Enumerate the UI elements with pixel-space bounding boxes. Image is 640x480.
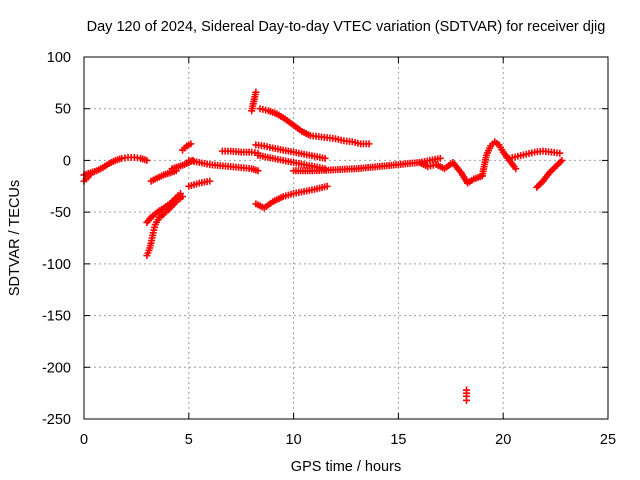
data-point [512, 165, 520, 173]
series-track-k [248, 88, 260, 115]
y-tick-label: -150 [42, 309, 71, 325]
x-tick-labels: 0 5 10 15 20 25 [80, 432, 616, 448]
x-tick-label: 25 [600, 432, 616, 448]
y-tick-label: 100 [47, 50, 71, 66]
x-axis-label: GPS time / hours [291, 459, 401, 475]
data-point [436, 154, 444, 162]
data-point [556, 149, 564, 157]
series-track-p [290, 154, 444, 175]
y-tick-label: -100 [42, 257, 71, 273]
y-tick-label: -250 [42, 412, 71, 428]
series-track-r [463, 386, 471, 404]
series-track-s [478, 138, 520, 180]
axis-ticks [83, 56, 609, 420]
x-tick-label: 20 [495, 432, 511, 448]
data-point [176, 190, 184, 198]
y-axis-label: SDTVAR / TECUs [7, 180, 23, 296]
series-track-l [256, 105, 373, 148]
series-track-u [533, 156, 566, 191]
gridlines [84, 57, 608, 419]
data-point [143, 156, 151, 164]
data-point [558, 156, 566, 164]
data-point [321, 154, 329, 162]
x-tick-label: 10 [286, 432, 302, 448]
plot-frame [83, 56, 609, 420]
x-tick-label: 5 [185, 432, 193, 448]
data-points [80, 88, 566, 404]
data-point [463, 396, 471, 404]
series-track-j [218, 147, 262, 157]
data-point [206, 177, 214, 185]
y-tick-label: 50 [55, 102, 71, 118]
data-point [365, 140, 373, 148]
data-point [252, 88, 260, 96]
x-tick-label: 15 [390, 432, 406, 448]
y-tick-label: -50 [50, 205, 71, 221]
series-track-g [179, 140, 195, 154]
y-tick-label: -200 [42, 360, 71, 376]
series-track-t [505, 147, 564, 162]
data-point [323, 182, 331, 190]
series-track-o [252, 182, 331, 212]
data-point [187, 140, 195, 148]
series-track-d [143, 190, 184, 226]
series-track-h [185, 156, 262, 175]
chart-title: Day 120 of 2024, Sidereal Day-to-day VTE… [87, 19, 606, 35]
y-tick-labels: 100 50 0 -50 -100 -150 -200 -250 [42, 50, 71, 428]
y-tick-label: 0 [63, 153, 71, 169]
series-track-i [185, 177, 214, 190]
data-point [86, 171, 94, 179]
data-point [254, 167, 262, 175]
x-tick-label: 0 [80, 432, 88, 448]
series-track-m [252, 141, 329, 162]
